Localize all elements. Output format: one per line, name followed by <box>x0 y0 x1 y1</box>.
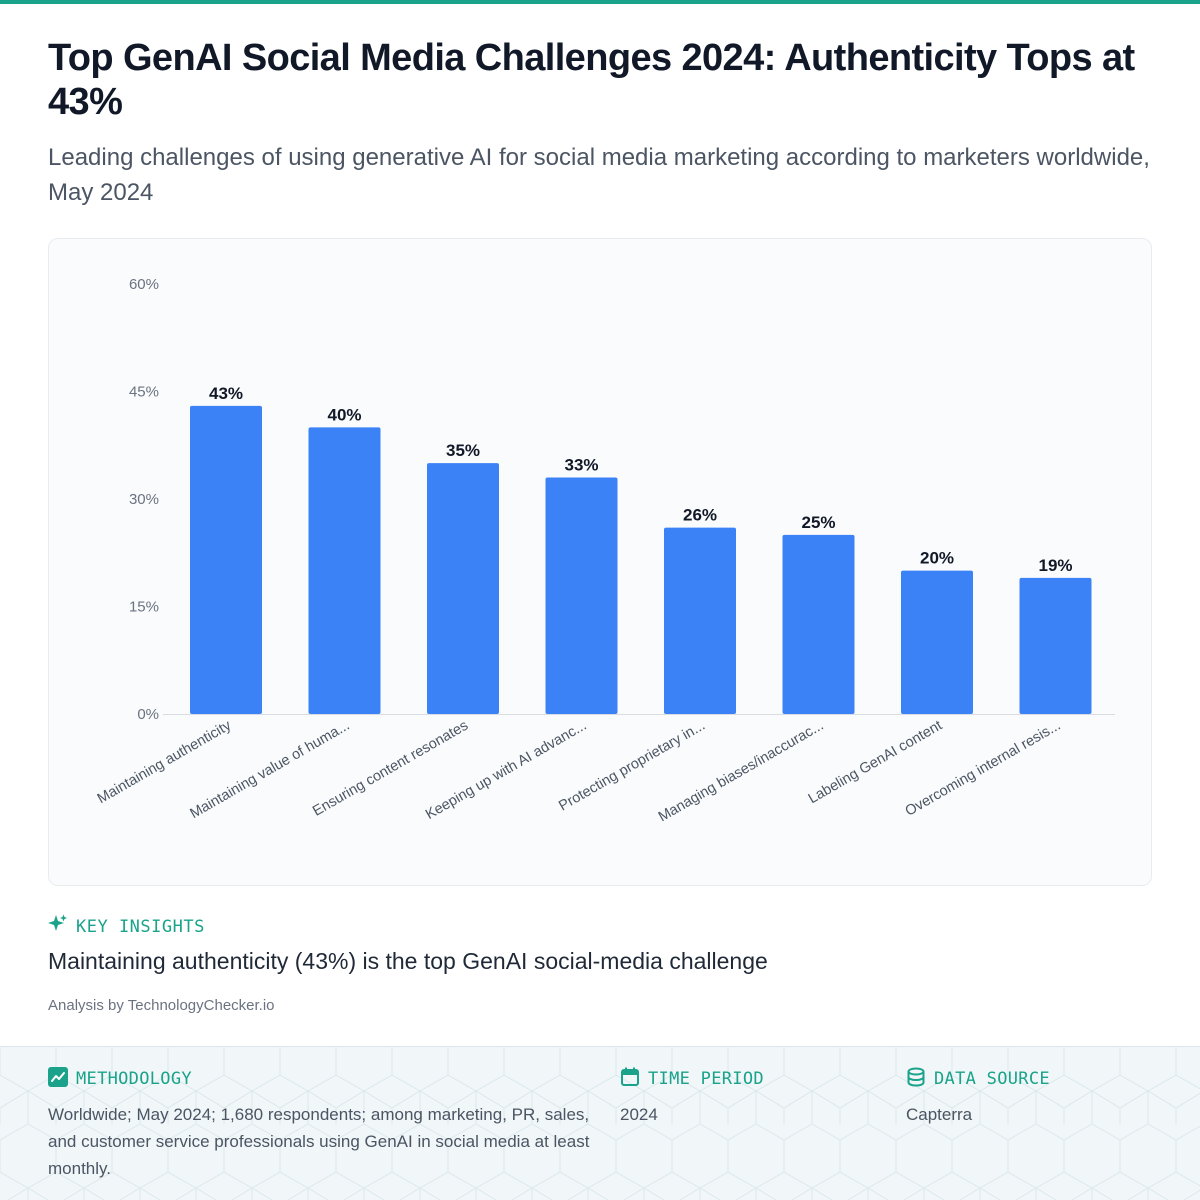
key-insights-header: KEY INSIGHTS <box>48 914 205 939</box>
bar <box>664 527 736 714</box>
page-subtitle: Leading challenges of using generative A… <box>48 144 1150 206</box>
bar-value-label: 20% <box>920 549 954 568</box>
bar-value-label: 25% <box>801 513 835 532</box>
methodology-text: Worldwide; May 2024; 1,680 respondents; … <box>48 1105 590 1178</box>
bar <box>308 427 381 714</box>
bar-value-label: 19% <box>1038 556 1072 575</box>
sparkle-icon <box>48 914 68 939</box>
y-tick-label: 0% <box>137 706 159 723</box>
methodology-section: METHODOLOGY Worldwide; May 2024; 1,680 r… <box>48 1066 598 1182</box>
bar-value-label: 35% <box>446 441 480 460</box>
data-source-label: DATA SOURCE <box>934 1069 1050 1089</box>
key-insights-label: KEY INSIGHTS <box>76 916 205 937</box>
hexagon-pattern <box>0 1047 1200 1200</box>
bar-value-label: 40% <box>327 405 361 424</box>
bar <box>190 405 262 714</box>
analysis-credit: Analysis by TechnologyChecker.io <box>48 997 275 1014</box>
page-title: Top GenAI Social Media Challenges 2024: … <box>48 37 1135 123</box>
y-tick-label: 30% <box>129 491 159 508</box>
time-period-text: 2024 <box>620 1105 658 1124</box>
bar <box>545 477 618 714</box>
methodology-label: METHODOLOGY <box>76 1069 192 1089</box>
y-tick-label: 15% <box>129 599 159 616</box>
bar-value-label: 43% <box>209 384 243 403</box>
bar-value-label: 33% <box>564 456 598 475</box>
bar-value-label: 26% <box>683 506 717 525</box>
bar <box>782 534 855 714</box>
footer: METHODOLOGY Worldwide; May 2024; 1,680 r… <box>0 1046 1200 1200</box>
data-source-section: DATA SOURCE Capterra <box>906 1067 1166 1128</box>
calendar-icon <box>620 1067 640 1092</box>
time-period-label: TIME PERIOD <box>648 1069 764 1089</box>
bar <box>901 570 973 714</box>
y-tick-label: 60% <box>129 276 159 293</box>
top-accent-bar <box>0 0 1200 4</box>
bar <box>1019 577 1092 714</box>
time-period-section: TIME PERIOD 2024 <box>620 1067 880 1128</box>
trend-chart-icon <box>48 1066 68 1092</box>
bar-chart: 0%15%30%45%60%43%Maintaining authenticit… <box>95 276 1115 825</box>
database-icon <box>906 1067 926 1092</box>
chart-card: 0% 15% 30% 45% 60% 43% Maintaining authenticit… <box>48 238 1152 886</box>
data-source-text: Capterra <box>906 1105 973 1124</box>
y-tick-label: 45% <box>129 384 159 401</box>
bar <box>427 463 499 714</box>
key-insight-text: Maintaining authenticity (43%) is the to… <box>48 948 768 974</box>
